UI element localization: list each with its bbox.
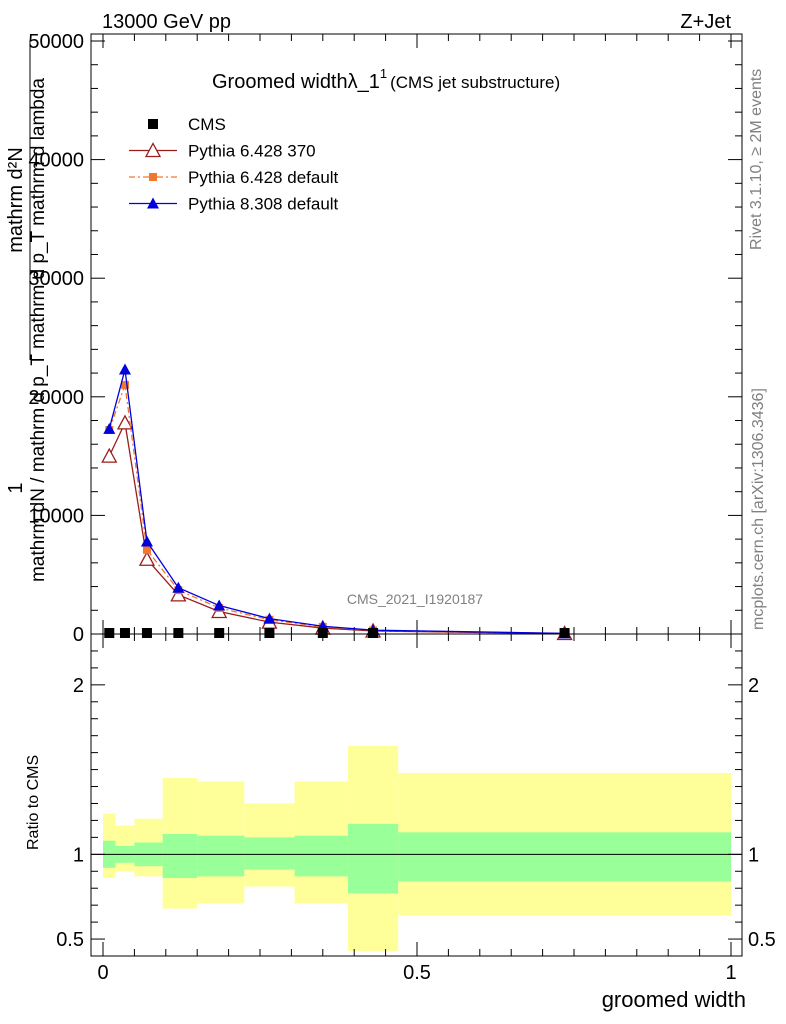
main-y-tick-label: 40000 — [28, 150, 84, 172]
data-point-series-3 — [213, 599, 226, 611]
series-line-1 — [108, 420, 565, 635]
ratio-y-tick-label: 2 — [73, 675, 84, 697]
y-label-denominator: mathrm dN / mathrm d p_T mathrm d p_T ma… — [28, 78, 49, 582]
data-point-series-3 — [118, 363, 131, 375]
data-point-series-3 — [103, 422, 116, 434]
data-point-series-0 — [173, 628, 184, 638]
ratio-y-axis-label: Ratio to CMS — [25, 755, 42, 850]
x-tick-label: 0 — [97, 962, 108, 984]
legend-marker — [144, 142, 162, 158]
ratio-inner-band — [197, 835, 245, 877]
plot-title-symbol: λ_1 — [348, 71, 380, 93]
data-point-series-2 — [142, 545, 151, 554]
legend-marker — [147, 197, 159, 209]
data-point-series-0 — [264, 628, 275, 638]
x-axis-label: groomed width — [602, 987, 746, 1012]
process-label: Z+Jet — [680, 11, 731, 33]
legend-label: CMS — [188, 115, 226, 134]
ratio-inner-band — [398, 832, 731, 882]
analysis-watermark: CMS_2021_I1920187 — [347, 591, 483, 607]
plot-title-superscript: 1 — [380, 66, 387, 81]
ratio-y-tick-label-right: 1 — [748, 844, 759, 866]
y-label-numerator: mathrm d²N — [5, 147, 27, 253]
ratio-y-tick-label: 0.5 — [56, 929, 84, 951]
x-tick-label: 1 — [725, 962, 736, 984]
data-point-series-1 — [116, 414, 134, 430]
main-y-tick-label: 10000 — [28, 505, 84, 527]
main-plot-panel: 0 10000 20000 30000 40000 50000 Groomed width… — [5, 31, 743, 646]
main-series-group — [101, 363, 573, 641]
ratio-plot-panel: 0.5 0.51 12 2 0 0.5 1 Ratio to CMS groomed wi… — [25, 633, 776, 1012]
ratio-bands — [91, 745, 742, 951]
data-point-series-0 — [368, 628, 379, 638]
main-y-ticks: 0 10000 20000 30000 40000 50000 — [28, 31, 742, 646]
data-point-series-3 — [140, 535, 153, 547]
ratio-inner-band — [162, 833, 198, 879]
plot-title-subtitle: (CMS jet substructure) — [390, 73, 560, 92]
legend-label: Pythia 6.428 370 — [188, 142, 316, 161]
rivet-label: Rivet 3.1.10, ≥ 2M events — [748, 69, 765, 250]
legend-marker — [148, 119, 158, 129]
ratio-x-ticks: 0 0.5 1 — [97, 634, 737, 984]
y-label-prefactor: 1 — [5, 482, 27, 493]
ratio-y-tick-label: 1 — [73, 844, 84, 866]
legend-label: Pythia 6.428 default — [188, 168, 339, 187]
data-point-series-1 — [170, 586, 187, 602]
legend-label: Pythia 8.308 default — [188, 195, 339, 214]
plot-title: Groomed widthλ_11 (CMS jet substructure) — [212, 66, 560, 93]
main-y-tick-label: 20000 — [28, 387, 84, 409]
legend: CMS Pythia 6.428 370 Pythia 6.428 default P… — [129, 115, 339, 214]
ratio-y-tick-label-right: 0.5 — [748, 929, 776, 951]
data-point-series-3 — [172, 581, 185, 593]
plot-title-main: Groomed width — [212, 71, 348, 93]
legend-marker — [149, 173, 157, 181]
data-point-series-0 — [214, 628, 225, 638]
x-tick-label: 0.5 — [403, 962, 431, 984]
data-point-series-0 — [317, 628, 328, 638]
main-y-tick-label: 30000 — [28, 268, 84, 290]
ratio-inner-band — [294, 835, 348, 877]
data-point-series-1 — [138, 550, 156, 566]
data-point-series-0 — [141, 628, 152, 638]
ratio-inner-band — [347, 823, 399, 894]
data-point-series-3 — [263, 612, 276, 624]
ratio-y-tick-label-right: 2 — [748, 675, 759, 697]
data-point-series-1 — [101, 447, 118, 463]
data-point-series-2 — [120, 380, 129, 389]
ratio-inner-band — [244, 837, 295, 870]
data-point-series-0 — [119, 628, 130, 638]
data-point-series-0 — [559, 628, 570, 638]
main-y-tick-label: 50000 — [28, 31, 84, 53]
mcplots-label: mcplots.cern.ch [arXiv:1306.3436] — [750, 388, 767, 630]
ratio-y-ticks: 0.5 0.5 1 1 2 2 — [56, 650, 776, 951]
main-y-axis-label: 1 mathrm d²N mathrm dN / mathrm d p_T ma… — [5, 40, 49, 582]
data-point-series-0 — [104, 628, 115, 638]
main-y-tick-label: 0 — [73, 624, 84, 646]
energy-label: 13000 GeV pp — [102, 11, 231, 33]
